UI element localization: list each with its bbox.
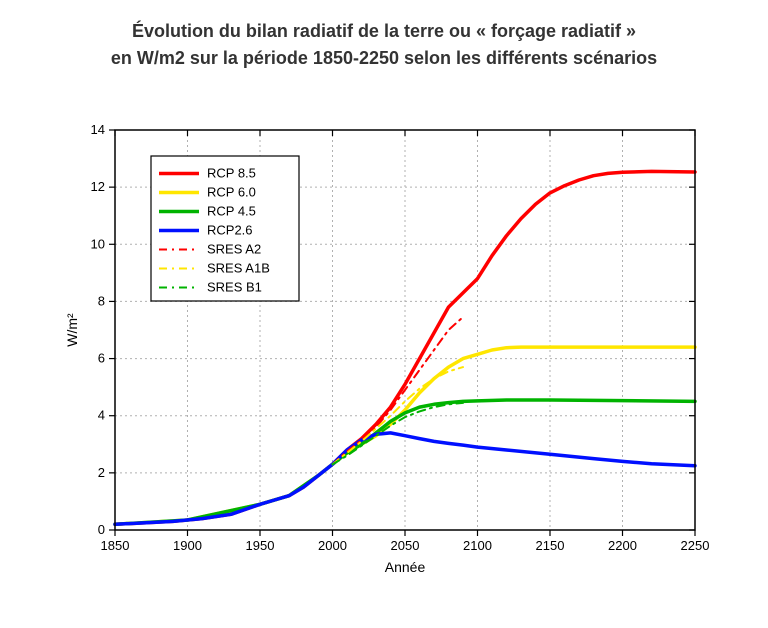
legend: RCP 8.5 RCP 6.0 RCP 4.5 RCP2.6 SRES A2 SRES A… [151, 156, 299, 301]
ytick-label: 14 [91, 122, 105, 137]
ytick-label: 12 [91, 179, 105, 194]
x-axis-label: Année [385, 559, 426, 575]
ytick-label: 8 [98, 293, 105, 308]
xtick-label: 2250 [681, 538, 710, 553]
ytick-label: 6 [98, 351, 105, 366]
xtick-label: 2050 [391, 538, 420, 553]
legend-label: SRES A2 [207, 242, 261, 257]
chart-title: Évolution du bilan radiatif de la terre … [0, 0, 768, 72]
xtick-label: 2200 [608, 538, 637, 553]
legend-label: RCP 8.5 [207, 166, 256, 181]
xtick-label: 2000 [318, 538, 347, 553]
ytick-label: 10 [91, 236, 105, 251]
ytick-label: 0 [98, 522, 105, 537]
xtick-label: 1950 [246, 538, 275, 553]
legend-label: RCP2.6 [207, 223, 253, 238]
xtick-label: 1850 [101, 538, 130, 553]
legend-label: SRES A1B [207, 261, 270, 276]
legend-label: RCP 4.5 [207, 204, 256, 219]
xtick-label: 1900 [173, 538, 202, 553]
legend-label: SRES B1 [207, 280, 262, 295]
chart-container: 1850 1900 1950 2000 2050 2100 2150 2200 2250 0 2 4 6… [60, 110, 720, 600]
title-line-1: Évolution du bilan radiatif de la terre … [0, 18, 768, 45]
xtick-label: 2100 [463, 538, 492, 553]
ytick-label: 4 [98, 408, 105, 423]
ytick-label: 2 [98, 465, 105, 480]
y-axis-label: W/m² [64, 313, 80, 347]
legend-label: RCP 6.0 [207, 185, 256, 200]
title-line-2: en W/m2 sur la période 1850-2250 selon l… [0, 45, 768, 72]
xtick-label: 2150 [536, 538, 565, 553]
chart-svg: 1850 1900 1950 2000 2050 2100 2150 2200 2250 0 2 4 6… [60, 110, 720, 600]
